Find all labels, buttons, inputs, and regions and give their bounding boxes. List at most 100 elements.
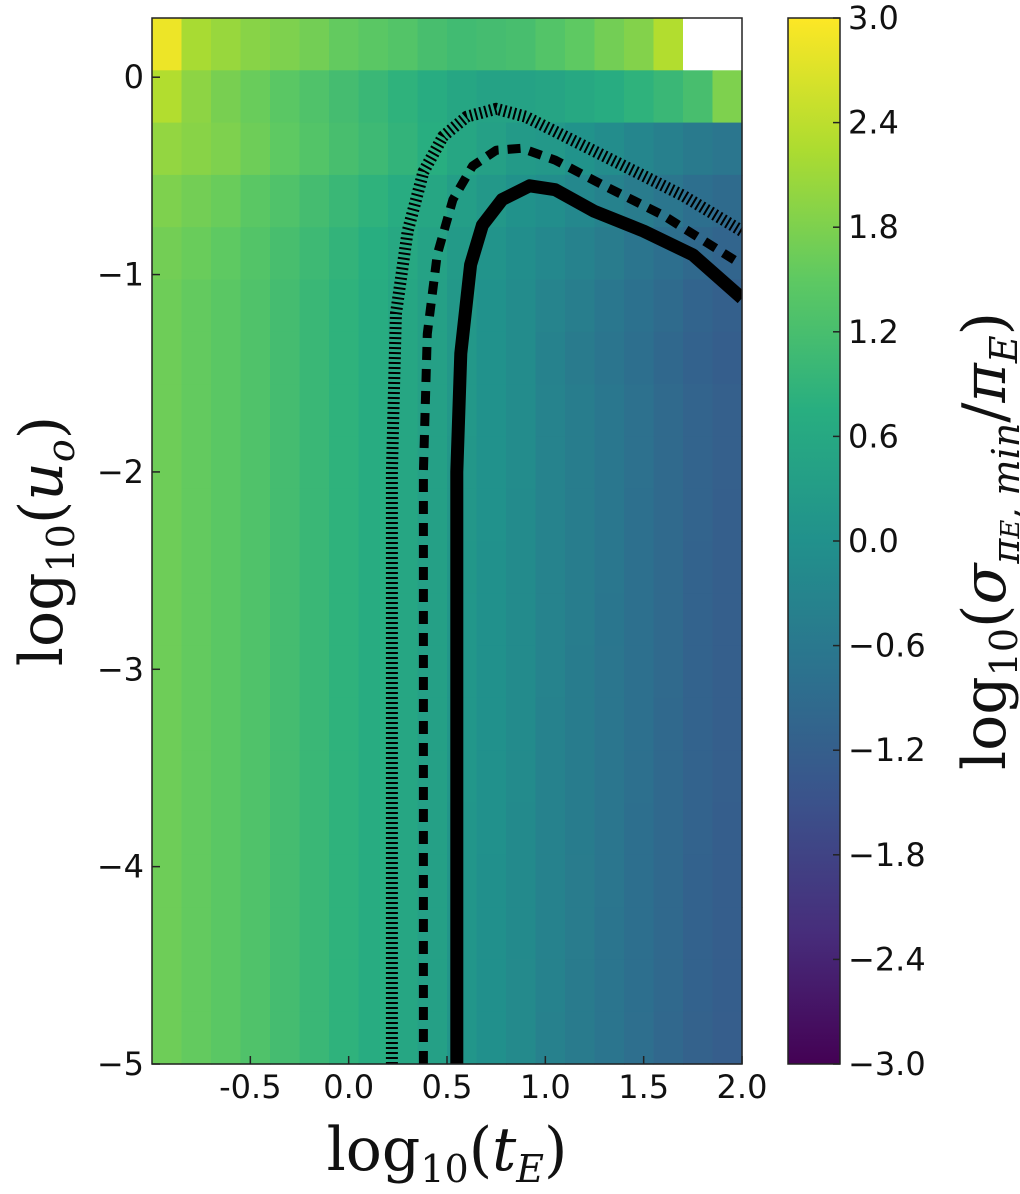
- heatmap-cell: [240, 959, 271, 1013]
- heatmap-cell: [181, 907, 212, 960]
- colorbar: [787, 17, 841, 1065]
- heatmap-cell: [240, 279, 271, 333]
- heatmap-cell: [270, 1011, 301, 1065]
- heatmap-cell: [565, 488, 596, 542]
- heatmap-cell: [270, 488, 301, 542]
- heatmap-cell: [506, 227, 537, 281]
- heatmap-cell: [565, 70, 596, 124]
- heatmap-cell: [712, 1011, 743, 1065]
- heatmap-cell: [712, 541, 743, 594]
- heatmap-cell: [417, 645, 448, 699]
- heatmap-cell: [211, 331, 242, 385]
- heatmap-cell: [476, 697, 507, 751]
- heatmap-cell: [712, 802, 743, 856]
- heatmap-cell: [506, 384, 537, 437]
- heatmap-cell: [152, 959, 183, 1013]
- heatmap-cell: [594, 122, 625, 176]
- heatmap-cell: [358, 645, 389, 699]
- heatmap-cell: [712, 331, 743, 385]
- heatmap-cell: [506, 907, 537, 960]
- heatmap-cell: [358, 174, 389, 228]
- heatmap-cell: [476, 593, 507, 647]
- heatmap-cell: [653, 541, 684, 594]
- heatmap-cell: [299, 384, 330, 437]
- heatmap-cell: [181, 697, 212, 751]
- x-axis-label: log10(tE): [327, 1115, 568, 1191]
- heatmap-cell: [506, 593, 537, 647]
- heatmap-cell: [152, 593, 183, 647]
- heatmap-cell: [152, 697, 183, 751]
- heatmap-cell: [535, 436, 566, 490]
- heatmap-cell: [712, 959, 743, 1013]
- heatmap-cell: [181, 959, 212, 1013]
- heatmap-cell: [181, 854, 212, 908]
- heatmap-cell: [240, 18, 271, 71]
- heatmap-cell: [683, 750, 714, 804]
- heatmap-cell: [299, 854, 330, 908]
- heatmap-cell: [565, 279, 596, 333]
- heatmap-cell: [270, 279, 301, 333]
- heatmap-cell: [211, 645, 242, 699]
- heatmap-cell: [152, 436, 183, 490]
- x-tick-label: 0.0: [323, 1068, 374, 1106]
- heatmap-cell: [476, 331, 507, 385]
- y-axis-ticks: 0 −1 −2 −3 −4 −5: [97, 58, 160, 1083]
- colorbar-tick-label: 3.0: [848, 0, 899, 37]
- heatmap-cell: [240, 854, 271, 908]
- heatmap-cell: [683, 697, 714, 751]
- heatmap-cell: [565, 645, 596, 699]
- heatmap-cell: [299, 122, 330, 176]
- heatmap-cell: [181, 384, 212, 437]
- heatmap-cell: [329, 122, 360, 176]
- heatmap-cell: [270, 227, 301, 281]
- heatmap-cell: [624, 331, 655, 385]
- heatmap-cell: [329, 750, 360, 804]
- heatmap-cell: [240, 802, 271, 856]
- heatmap-cell: [181, 331, 212, 385]
- heatmap-cell: [388, 18, 419, 71]
- heatmap-cell: [358, 854, 389, 908]
- heatmap-cell: [683, 854, 714, 908]
- heatmap-cell: [329, 1011, 360, 1065]
- heatmap-cell: [506, 331, 537, 385]
- heatmap-cell: [712, 593, 743, 647]
- heatmap-cell: [211, 384, 242, 437]
- heatmap-cell: [565, 384, 596, 437]
- heatmap-cell: [181, 541, 212, 594]
- heatmap-cell: [211, 959, 242, 1013]
- heatmap-cell: [329, 541, 360, 594]
- heatmap-cell: [358, 384, 389, 437]
- heatmap-cell: [329, 227, 360, 281]
- heatmap-cell: [388, 750, 419, 804]
- heatmap-cell: [181, 488, 212, 542]
- heatmap-cell: [358, 750, 389, 804]
- heatmap-cell: [181, 436, 212, 490]
- heatmap-cell: [653, 384, 684, 437]
- heatmap-cell: [240, 122, 271, 176]
- heatmap-cell: [299, 645, 330, 699]
- heatmap-cell: [653, 854, 684, 908]
- heatmap-cell: [270, 331, 301, 385]
- heatmap-cell: [299, 70, 330, 124]
- x-tick-label: 1.0: [520, 1068, 571, 1106]
- heatmap-cell: [712, 384, 743, 437]
- heatmap-cell: [535, 279, 566, 333]
- heatmap-cell: [240, 331, 271, 385]
- heatmap-cell: [270, 854, 301, 908]
- heatmap-cell: [181, 802, 212, 856]
- heatmap-cell: [240, 70, 271, 124]
- y-tick-label: −2: [97, 453, 144, 491]
- heatmap-cell: [624, 279, 655, 333]
- heatmap-cell: [299, 488, 330, 542]
- heatmap-cell: [535, 331, 566, 385]
- heatmap-cell: [181, 1011, 212, 1065]
- heatmap-cell: [270, 802, 301, 856]
- heatmap-cell: [270, 436, 301, 490]
- heatmap-cell: [476, 750, 507, 804]
- heatmap-cell: [211, 18, 242, 71]
- heatmap-cell: [299, 279, 330, 333]
- heatmap-cell: [358, 802, 389, 856]
- colorbar-tick-label: 1.2: [848, 313, 899, 351]
- heatmap-cell: [565, 436, 596, 490]
- heatmap-cell: [535, 18, 566, 71]
